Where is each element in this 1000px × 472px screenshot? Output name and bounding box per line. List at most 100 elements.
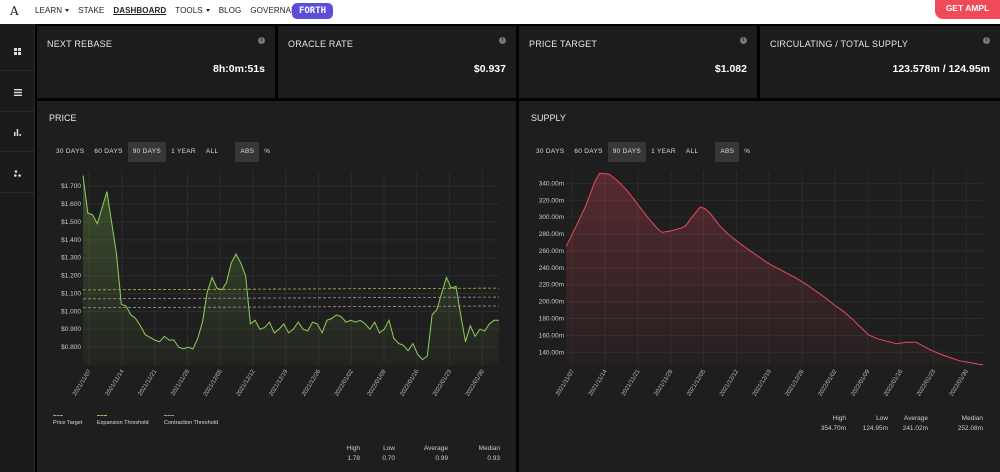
tab-90-days[interactable]: 90 DAYS — [607, 142, 647, 162]
tab-abs[interactable]: ABS — [235, 142, 260, 162]
tab-percent[interactable]: % — [744, 148, 751, 155]
legend-swatch — [164, 415, 174, 416]
sidebar-item-list[interactable] — [0, 73, 35, 112]
x-tick-label: 2022/01/30 — [465, 368, 486, 397]
price-chart[interactable]: 2021/11/07 2021/11/14 2021/11/21 2021/11/28… — [37, 169, 516, 409]
tab-abs[interactable]: ABS — [715, 142, 740, 162]
card-value: 123.578m / 124.95m — [892, 63, 991, 75]
sidebar — [0, 24, 35, 472]
legend-expansion-threshold[interactable]: Expansion Threshold — [97, 415, 149, 426]
y-tick-label: $1.400 — [61, 237, 81, 244]
stat-low: Low 0.70 — [360, 445, 395, 462]
nav-blog[interactable]: BLOG — [219, 6, 242, 15]
x-tick-label: 2021/11/07 — [555, 368, 576, 397]
tab-all[interactable]: ALL — [205, 148, 219, 155]
tab-90-days[interactable]: 90 DAYS — [127, 142, 167, 162]
info-icon[interactable]: i — [499, 37, 506, 44]
x-tick-label: 2021/12/12 — [236, 368, 257, 397]
x-tick-label: 2022/01/23 — [432, 368, 453, 397]
price-panel-title: PRICE — [49, 113, 77, 123]
nav-stake[interactable]: STAKE — [78, 6, 104, 15]
card-value: $1.082 — [714, 63, 747, 75]
legend-label: Price Target — [53, 420, 83, 426]
main-nav: LEARN STAKE DASHBOARD TOOLS BLOG GOVERNA… — [35, 6, 324, 15]
y-tick-label: 200.00m — [539, 299, 564, 306]
card-label: PRICE TARGET — [529, 39, 598, 49]
x-tick-label: 2022/01/16 — [883, 368, 904, 397]
info-icon[interactable]: i — [740, 37, 747, 44]
info-icon[interactable]: i — [983, 37, 990, 44]
tab-percent[interactable]: % — [264, 148, 271, 155]
stat-label: High — [832, 415, 846, 422]
price-range-tabs: 30 DAYS 60 DAYS 90 DAYS 1 YEAR ALL ABS % — [51, 142, 275, 162]
top-nav-bar: A LEARN STAKE DASHBOARD TOOLS BLOG GOVER… — [0, 0, 1000, 24]
legend-contraction-threshold[interactable]: Contraction Threshold — [164, 415, 218, 426]
stat-average: Average 241.02m — [888, 415, 928, 432]
y-tick-label: $1.700 — [61, 183, 81, 190]
card-value: 8h:0m:51s — [213, 63, 265, 75]
stat-high: High 354.70m — [809, 415, 846, 432]
tab-30-days[interactable]: 30 DAYS — [536, 148, 565, 155]
bar-chart-icon — [14, 128, 21, 136]
stat-low: Low 124.95m — [846, 415, 888, 432]
y-tick-label: 340.00m — [539, 180, 564, 187]
legend-swatch — [53, 415, 63, 416]
card-label: CIRCULATING / TOTAL SUPPLY — [770, 39, 909, 49]
card-supply: CIRCULATING / TOTAL SUPPLY i 123.578m / … — [760, 26, 1000, 98]
chevron-down-icon — [65, 9, 70, 12]
chevron-down-icon — [205, 9, 210, 12]
stat-value: 241.02m — [902, 425, 928, 432]
nav-blog-label: BLOG — [218, 6, 242, 15]
card-label: ORACLE RATE — [288, 39, 354, 49]
get-ampl-button[interactable]: GET AMPL — [935, 0, 1000, 19]
nav-learn-label: LEARN — [35, 6, 63, 15]
nav-stake-label: STAKE — [78, 6, 105, 15]
supply-panel-title: SUPPLY — [531, 113, 566, 123]
x-tick-label: 2021/11/14 — [105, 368, 126, 397]
expansion-threshold-line — [82, 287, 500, 291]
nav-learn[interactable]: LEARN — [35, 6, 70, 15]
x-tick-label: 2021/11/21 — [621, 368, 642, 397]
y-tick-label: $1.200 — [61, 273, 81, 280]
legend-swatch — [97, 415, 107, 416]
card-oracle-rate: ORACLE RATE i $0.937 — [278, 26, 516, 98]
nav-tools[interactable]: TOOLS — [175, 6, 210, 15]
x-tick-label: 2022/01/09 — [850, 368, 871, 397]
stat-label: Median — [478, 445, 500, 452]
x-tick-label: 2022/01/09 — [367, 368, 388, 397]
tab-60-days[interactable]: 60 DAYS — [94, 148, 123, 155]
x-tick-label: 2021/11/14 — [588, 368, 609, 397]
sidebar-item-network[interactable] — [0, 154, 35, 193]
nav-dashboard[interactable]: DASHBOARD — [113, 6, 166, 15]
stat-value: 354.70m — [820, 425, 846, 432]
card-price-target: PRICE TARGET i $1.082 — [519, 26, 757, 98]
series-area — [83, 175, 499, 365]
tab-60-days[interactable]: 60 DAYS — [574, 148, 603, 155]
supply-chart[interactable]: 2021/11/07 2021/11/14 2021/11/21 2021/11/28… — [519, 169, 1000, 409]
y-tick-label: $1.300 — [61, 255, 81, 262]
legend-price-target[interactable]: Price Target — [53, 415, 82, 426]
tab-all[interactable]: ALL — [685, 148, 699, 155]
stat-value: 0.93 — [487, 455, 500, 462]
sidebar-item-overview[interactable] — [0, 32, 35, 71]
supply-range-tabs: 30 DAYS 60 DAYS 90 DAYS 1 YEAR ALL ABS % — [531, 142, 755, 162]
forth-button[interactable]: FORTH — [292, 3, 333, 19]
nav-governance-label: GOVERNANCE — [250, 6, 309, 15]
ampleforth-logo[interactable]: A — [10, 4, 19, 18]
x-tick-label: 2021/11/07 — [72, 368, 93, 397]
grid-icon — [14, 47, 21, 55]
nav-tools-label: TOOLS — [175, 6, 203, 15]
x-tick-label: 2022/01/30 — [949, 368, 970, 397]
stat-value: 124.95m — [862, 425, 888, 432]
nodes-icon — [14, 169, 21, 177]
x-tick-label: 2021/11/28 — [654, 368, 675, 397]
stat-high: High 1.78 — [333, 445, 360, 462]
sidebar-item-charts[interactable] — [0, 113, 35, 152]
info-icon[interactable]: i — [258, 37, 265, 44]
tab-1-year[interactable]: 1 YEAR — [651, 148, 676, 155]
list-icon — [13, 88, 22, 96]
x-tick-label: 2021/11/28 — [170, 368, 191, 397]
tab-30-days[interactable]: 30 DAYS — [56, 148, 85, 155]
tab-1-year[interactable]: 1 YEAR — [171, 148, 196, 155]
y-tick-label: 140.00m — [539, 349, 564, 356]
